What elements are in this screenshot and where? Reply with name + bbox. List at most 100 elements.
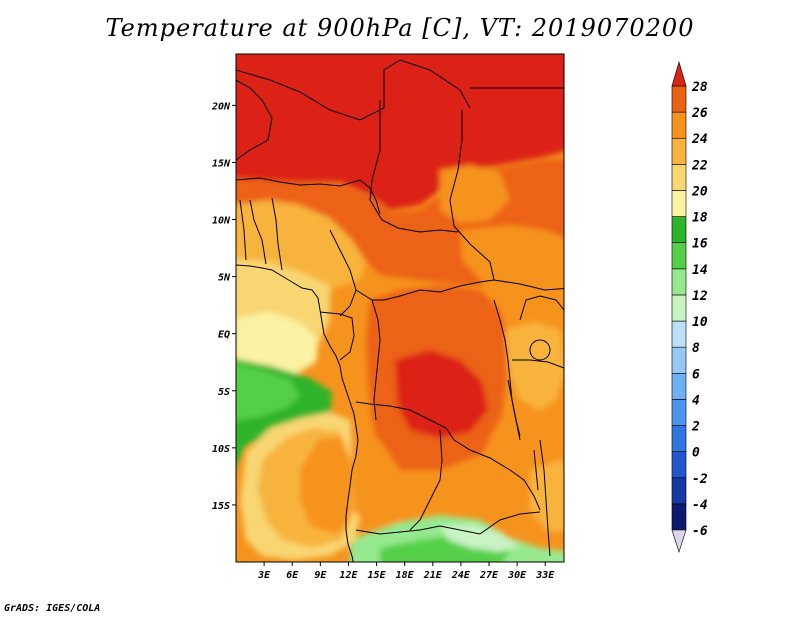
colorbar-bin <box>671 216 687 244</box>
x-tick-label: 15E <box>368 570 387 581</box>
border-drc-angola <box>355 401 455 441</box>
y-tick-label: 10N <box>212 216 231 227</box>
border-zambia-malawi <box>453 439 541 511</box>
border-chad-east <box>369 100 459 233</box>
colorbar-bin <box>671 85 687 113</box>
colorbar-label: 4 <box>692 393 700 408</box>
colorbar-label: 14 <box>692 263 708 278</box>
colorbar-over-triangle <box>671 60 687 87</box>
colorbar-label: 8 <box>692 341 700 356</box>
border-mozambique <box>539 439 551 557</box>
region-congo-core <box>395 350 488 438</box>
border-niger-south <box>236 177 381 215</box>
region-mozambique-channel <box>530 460 564 532</box>
colorbar-label: 28 <box>691 80 708 95</box>
colorbar-bin <box>671 399 687 426</box>
colorbar-label: 24 <box>691 132 708 147</box>
border-tanzania <box>512 359 564 369</box>
region-sahel <box>236 54 564 210</box>
border-zambia-zimbabwe <box>479 511 541 535</box>
x-axis: 3E 6E 9E 12E 15E 18E 21E 24E 27E 30E 33E <box>257 562 555 581</box>
x-tick-label: 21E <box>423 570 443 581</box>
grads-credit: GrADS: IGES/COLA <box>4 603 101 614</box>
border-uganda-kenya <box>519 295 564 321</box>
colorbar-bin <box>671 137 687 165</box>
colorbar-bin <box>671 164 687 191</box>
border-niger-chad-libya <box>236 59 471 121</box>
map-frame <box>235 53 565 563</box>
chart-title: Temperature at 900hPa [C], VT: 201907020… <box>105 14 695 42</box>
border-sudan-east <box>493 279 564 291</box>
temperature-map <box>236 54 564 562</box>
x-tick-label: 12E <box>339 570 358 581</box>
border-cameroon-car <box>355 279 495 301</box>
region-angola-offshore-core <box>300 436 352 534</box>
colorbar-label: 16 <box>692 237 708 252</box>
y-tick-label: 5S <box>218 387 230 398</box>
x-tick-label: 18E <box>396 570 415 581</box>
colorbar-label: 10 <box>692 315 708 330</box>
border-congo-drc <box>371 299 381 421</box>
x-tick-label: 24E <box>451 570 471 581</box>
region-southern-africa-outer <box>440 524 520 552</box>
colorbar-bin <box>671 425 687 452</box>
colorbar-label: 18 <box>692 211 708 226</box>
colorbar-under-triangle <box>671 529 687 553</box>
lake-malawi <box>533 449 539 491</box>
x-tick-label: 27E <box>479 570 499 581</box>
region-angola-interior <box>350 420 410 526</box>
colorbar-bin <box>671 503 687 531</box>
region-equatorial-atlantic <box>236 312 318 374</box>
y-tick-label: 5N <box>218 273 231 284</box>
colorbar-bin <box>671 451 687 479</box>
coastline <box>236 264 359 562</box>
colorbar-bin <box>671 477 687 505</box>
colorbar-label: 6 <box>692 367 700 382</box>
border-angola-namibia <box>355 525 481 535</box>
colorbar-label: -2 <box>692 472 708 487</box>
x-tick-label: 9E <box>314 570 327 581</box>
border-angola-zambia <box>409 429 443 531</box>
colorbar-label: 20 <box>691 184 708 199</box>
colorbar-label: 22 <box>691 158 708 173</box>
y-tick-label: 20N <box>211 101 231 112</box>
colorbar-bin <box>671 372 687 400</box>
colorbar-label: 2 <box>691 420 700 435</box>
colorbar-label: 12 <box>692 289 708 304</box>
border-algeria-mali <box>236 79 273 161</box>
colorbar-label: -6 <box>692 524 708 539</box>
colorbar-bin <box>671 294 687 322</box>
y-tick-label: EQ <box>218 330 230 341</box>
temperature-field <box>236 54 564 562</box>
y-tick-label: 15S <box>212 501 230 512</box>
border-gabon <box>319 311 355 361</box>
colorbar-bin <box>671 190 687 217</box>
colorbar-bin <box>671 268 687 296</box>
colorbar-label: 26 <box>691 106 708 121</box>
x-tick-label: 3E <box>257 570 271 581</box>
colorbar-bin <box>671 242 687 270</box>
region-ethiopia-highlands-north <box>440 165 510 224</box>
colorbar-bin <box>671 111 687 139</box>
x-tick-label: 33E <box>535 570 555 581</box>
y-tick-label: 10S <box>212 444 230 455</box>
colorbar-label: -4 <box>692 498 708 513</box>
region-se-atlantic-cooler <box>236 363 300 422</box>
colorbar-bin <box>671 320 687 348</box>
x-tick-label: 6E <box>286 570 299 581</box>
colorbar-label: 0 <box>692 446 700 461</box>
y-axis: 20N 15N 10N 5N EQ 5S 10S 15S <box>211 101 236 512</box>
colorbar-bin <box>671 346 687 374</box>
border-sudan-chad <box>449 110 495 281</box>
country-boundaries <box>236 59 564 562</box>
border-nigeria-cameroon <box>329 229 357 317</box>
lake-tanganyika <box>507 379 521 437</box>
x-tick-label: 30E <box>507 570 527 581</box>
y-tick-label: 15N <box>212 158 231 169</box>
lake-victoria <box>529 339 551 361</box>
border-west-africa <box>239 197 283 271</box>
region-lake-victoria-area <box>505 322 564 410</box>
